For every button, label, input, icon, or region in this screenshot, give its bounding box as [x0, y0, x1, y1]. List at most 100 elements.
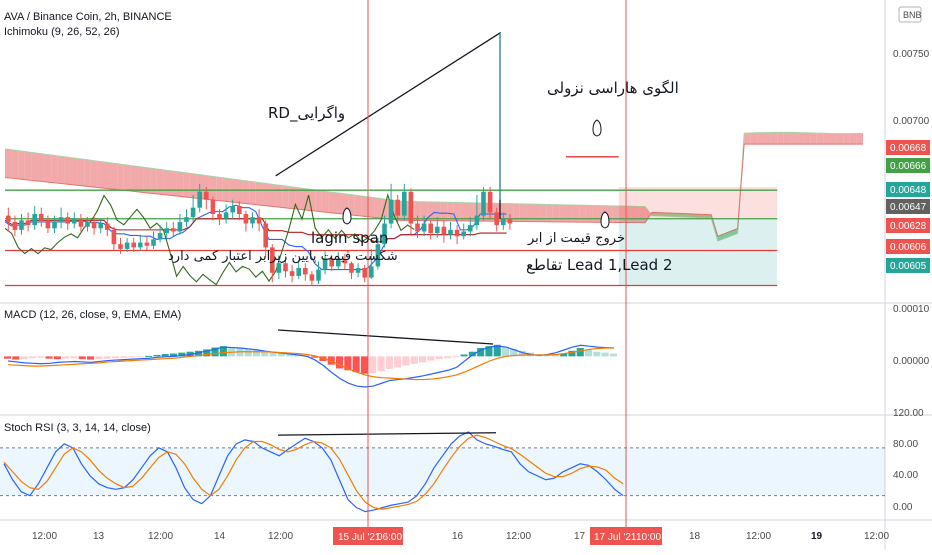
cloud-segment — [183, 172, 190, 198]
macd-histogram-bar — [111, 356, 119, 359]
candle-body — [105, 223, 110, 230]
cloud-segment — [856, 133, 863, 145]
base-line — [4, 218, 507, 243]
macd-histogram-bar — [20, 356, 28, 360]
macd-histogram-bar — [369, 356, 377, 374]
stoch-d-line — [3, 434, 624, 510]
macd-histogram-bar — [178, 352, 186, 357]
cloud-segment — [836, 133, 844, 145]
candle-body — [12, 221, 18, 230]
cloud-segment — [658, 212, 665, 217]
cloud-segment — [843, 133, 850, 145]
stoch-rsi-pane — [0, 431, 885, 513]
candle-body — [45, 220, 51, 229]
candle-body — [296, 268, 301, 276]
candle-body — [487, 191, 493, 213]
cloud-segment — [288, 186, 296, 209]
candle-body — [309, 274, 315, 281]
price-tag: 0.00647 — [886, 199, 930, 214]
candle-body — [25, 220, 31, 226]
macd-histogram-bar — [435, 356, 443, 360]
macd-histogram-bar — [327, 356, 335, 365]
price-tag: 0.00668 — [886, 140, 930, 155]
candle-body — [237, 206, 242, 214]
candle-body — [329, 258, 334, 267]
candle-body — [468, 225, 473, 232]
candle-body — [494, 212, 499, 226]
macd-histogram-bar — [460, 354, 468, 357]
macd-histogram-bar — [161, 354, 169, 357]
macd-histogram-bar — [502, 347, 510, 357]
macd-histogram-bar — [311, 356, 319, 358]
rd-divergence-label: RD_واگرایی — [268, 104, 345, 123]
cloud-segment — [156, 168, 164, 195]
candle-body — [151, 239, 156, 246]
macd-histogram-bar — [253, 349, 261, 357]
cloud-segment — [810, 132, 817, 145]
cloud-segment — [110, 162, 118, 190]
price-tag-bg — [886, 239, 930, 254]
macd-histogram-bar — [37, 356, 45, 358]
harami-pattern-label: الگوی هاراسی نزولی — [547, 79, 679, 97]
time-tick: 12:00 — [148, 531, 173, 542]
macd-histogram-bar — [360, 356, 368, 374]
currency-badge[interactable]: BNB — [898, 6, 922, 23]
cloud-segment — [717, 233, 725, 241]
cloud-segment — [374, 197, 382, 219]
symbol-title[interactable]: AVA / Binance Coin, 2h, BINANCE — [4, 11, 172, 23]
candle-body — [395, 199, 400, 216]
price-tag: 0.00605 — [886, 258, 930, 273]
candle-body — [223, 212, 229, 219]
ichimoku-legend[interactable]: Ichimoku (9, 26, 52, 26) — [4, 26, 120, 38]
price-tag: 0.00648 — [886, 182, 930, 197]
cloud-exit-label: خروج قیمت از ابر — [527, 231, 625, 246]
candle-body — [454, 229, 460, 237]
crosshair-date-right: 17 Jul '21 10:00 — [590, 527, 662, 545]
harami-marker-icon — [592, 119, 602, 137]
candle-body — [349, 263, 354, 273]
cloud-segment — [744, 133, 751, 145]
candle-body — [256, 217, 262, 224]
macd-legend[interactable]: MACD (12, 26, close, 9, EMA, EMA) — [4, 309, 181, 321]
price-tag-bg — [886, 182, 930, 197]
cloud-segment — [790, 132, 797, 145]
candle-body — [474, 215, 480, 226]
candle-body — [316, 269, 321, 281]
hand-glyph — [342, 207, 352, 225]
macd-histogram-bar — [170, 353, 178, 357]
svg-text:17 Jul '21: 17 Jul '21 — [594, 532, 637, 543]
macd-histogram-bar — [493, 344, 501, 357]
cloud-segment — [242, 180, 250, 204]
stoch-rsi-legend[interactable]: Stoch RSI (3, 3, 14, 14, close) — [4, 422, 151, 434]
candle-body — [362, 268, 367, 278]
candle-body — [210, 199, 216, 214]
cloud-segment — [38, 153, 45, 182]
time-axis[interactable]: 12:00 13 12:00 14 12:00 16 12:00 17 18 1… — [32, 527, 889, 545]
candle-body — [91, 221, 97, 229]
price-tag: 0.00606 — [886, 239, 930, 254]
candle-body — [289, 271, 295, 276]
hand-glyph — [592, 119, 602, 137]
macd-histogram-bar — [551, 354, 559, 357]
cloud-segment — [163, 169, 170, 196]
cloud-segment — [684, 213, 692, 218]
cloud-segment — [31, 152, 38, 182]
price-tag-text: 0.00605 — [890, 261, 927, 272]
candle-body — [217, 214, 222, 219]
cloud-segment — [651, 212, 659, 216]
cloud-segment — [143, 167, 151, 194]
cloud-segment — [170, 170, 177, 197]
candle-body — [382, 223, 387, 245]
cloud-segment — [750, 132, 758, 145]
cloud-segment — [71, 157, 78, 186]
cloud-segment — [414, 201, 421, 221]
candle-body — [184, 217, 189, 222]
price-tags: 0.00668 0.00666 0.00648 0.00647 0.00628 0.006… — [886, 140, 930, 273]
macd-histogram-bar — [477, 348, 485, 357]
svg-text:10:00: 10:00 — [636, 532, 661, 543]
cloud-segment — [731, 228, 738, 236]
cloud-segment — [783, 132, 791, 145]
candle-body — [78, 218, 84, 227]
